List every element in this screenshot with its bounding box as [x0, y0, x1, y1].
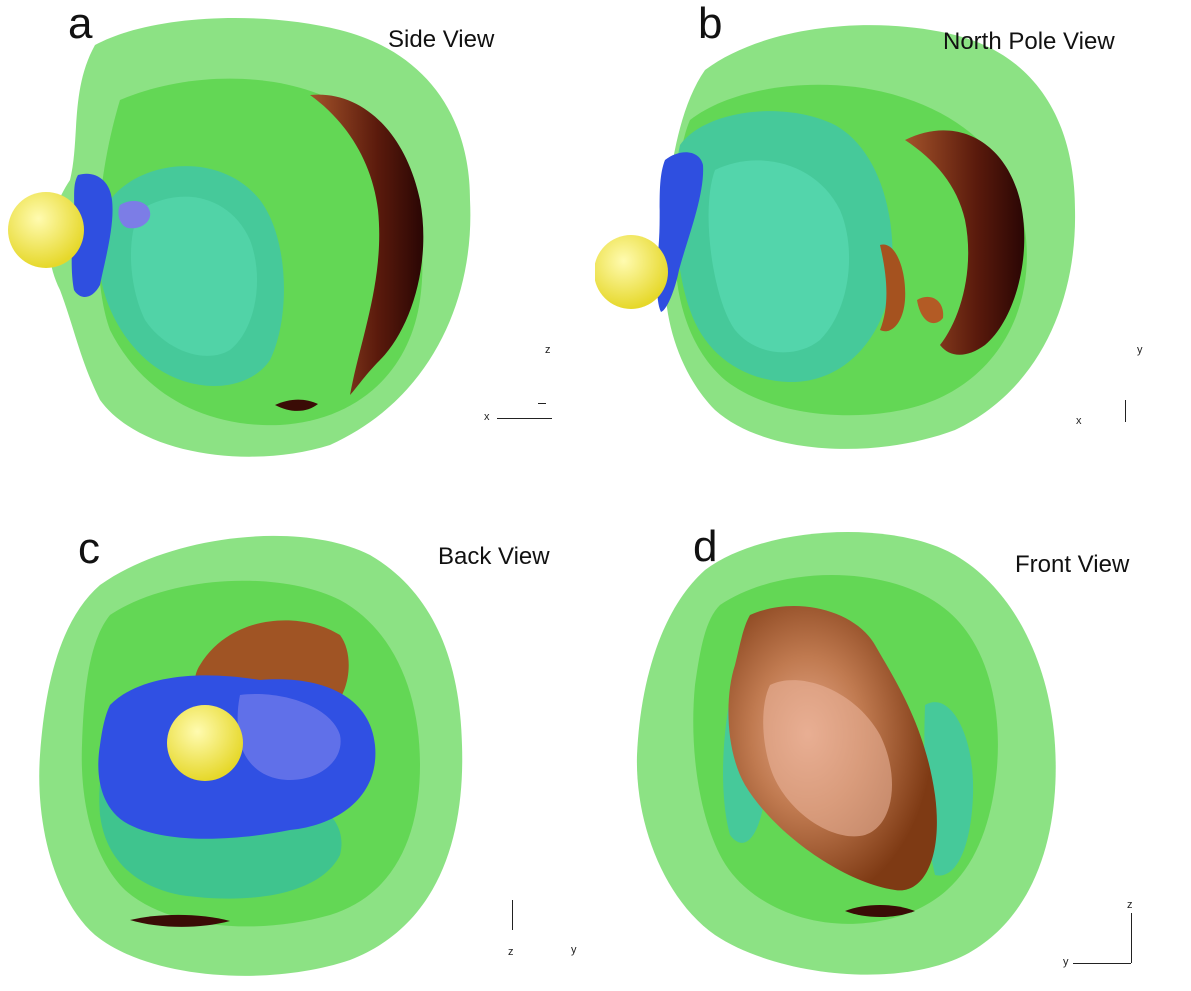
back-view-render	[39, 535, 463, 976]
axis-line-vertical	[1131, 913, 1132, 963]
panel-b: b North Pole View x y	[595, 0, 1191, 495]
axis-line-vertical	[512, 900, 513, 930]
panel-letter: c	[78, 524, 100, 573]
brown-surface	[880, 244, 906, 332]
view-title: Back View	[438, 543, 550, 570]
dark-surface-fragment	[845, 905, 915, 917]
yellow-sphere	[167, 705, 243, 781]
view-title: Front View	[1015, 551, 1130, 578]
view-title: North Pole View	[943, 28, 1115, 55]
north-pole-view-render	[595, 25, 1076, 449]
panel-a: a Side View x z	[0, 0, 595, 495]
brown-surface-core	[763, 680, 892, 837]
brown-surface-fragment	[917, 296, 944, 324]
side-view-render	[8, 17, 471, 457]
blue-highlight	[237, 694, 341, 780]
yellow-sphere	[8, 192, 84, 268]
dark-surface-fragment	[275, 399, 318, 411]
blue-blob	[118, 200, 151, 229]
axis-label-vertical: z	[545, 344, 551, 356]
front-view-render	[636, 532, 1056, 975]
blue-structure	[657, 152, 704, 312]
axis-label-horizontal: y	[571, 944, 577, 956]
dark-surface	[310, 94, 424, 396]
axis-label-vertical: y	[1137, 344, 1143, 356]
dark-surface	[905, 130, 1025, 355]
panel-d: d Front View z y	[595, 495, 1191, 991]
panel-letter: b	[698, 0, 723, 48]
axis-label-horizontal: x	[1076, 415, 1082, 427]
yellow-sphere	[595, 235, 668, 309]
panel-c: c Back View y z	[0, 495, 595, 991]
panel-letter: a	[68, 0, 93, 48]
blue-structure	[71, 173, 113, 297]
view-title: Side View	[388, 26, 495, 53]
dark-surface-fragment	[130, 914, 230, 927]
panel-letter: d	[693, 522, 718, 571]
axis-label-vertical: z	[508, 946, 514, 958]
axis-line-vertical	[1125, 400, 1126, 422]
axis-label-horizontal: y	[1063, 956, 1069, 968]
axis-label-horizontal: x	[484, 411, 490, 423]
axis-tick	[538, 403, 546, 404]
inner-core-highlight	[708, 160, 850, 353]
axis-line-horizontal	[497, 418, 552, 419]
axis-label-vertical: z	[1127, 899, 1133, 911]
inner-core-highlight	[130, 196, 258, 356]
axis-line-horizontal	[1073, 963, 1131, 964]
